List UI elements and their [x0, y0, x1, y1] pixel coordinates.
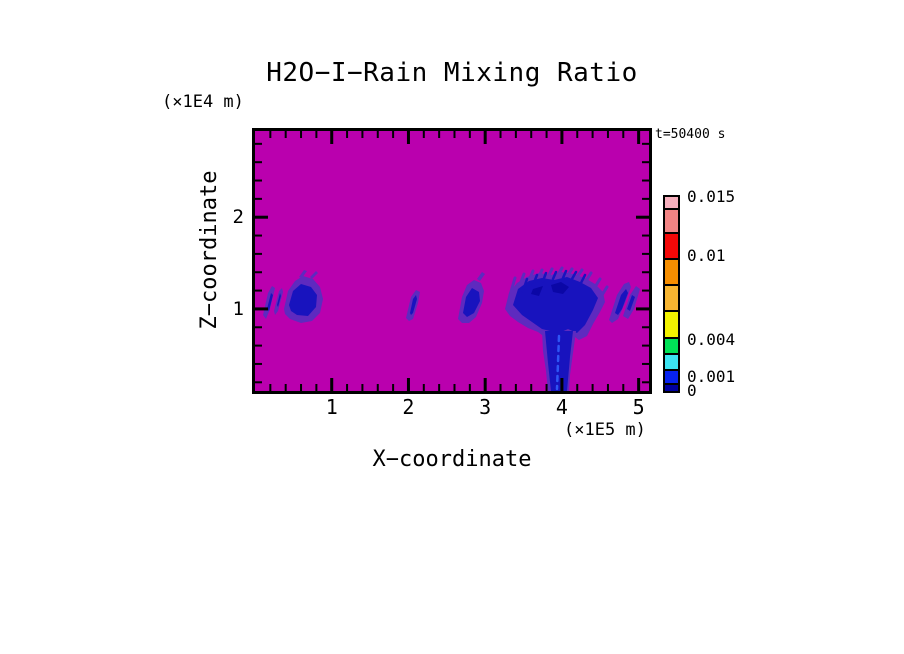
- x-tick-label: 2: [402, 395, 415, 419]
- z-tick-label: 1: [232, 297, 244, 320]
- z-axis-unit-label: (×1E4 m): [162, 92, 244, 112]
- rain-echo-shape: [531, 282, 569, 296]
- colorbar-segment: [663, 258, 680, 286]
- colorbar-label: 0.01: [687, 246, 726, 265]
- colorbar-segment: [663, 208, 680, 234]
- x-axis-unit-label: (×1E5 m): [564, 420, 646, 440]
- x-tick-label: 4: [555, 395, 568, 419]
- rain-echo-shape: [508, 266, 609, 297]
- rain-echo-shape: [463, 288, 480, 317]
- colorbar-segment: [663, 353, 680, 371]
- plot-area: [252, 128, 652, 394]
- colorbar-segment: [663, 369, 680, 385]
- colorbar-segment: [663, 383, 680, 393]
- z-axis-title: Z−coordinate: [197, 170, 222, 330]
- rain-echo-shape: [410, 295, 417, 315]
- x-tick-label: 1: [325, 395, 338, 419]
- colorbar-segment: [663, 195, 680, 210]
- time-annotation: t=50400 s: [655, 127, 726, 142]
- colorbar-segment: [663, 310, 680, 339]
- colorbar-label: 0.004: [687, 330, 736, 349]
- rain-echo-shape: [521, 269, 587, 293]
- colorbar-segment: [663, 284, 680, 312]
- x-axis-title: X−coordinate: [372, 447, 532, 472]
- colorbar-label: 0.001: [687, 367, 736, 386]
- colorbar-segment: [663, 232, 680, 260]
- colorbar-label: 0.015: [687, 187, 736, 206]
- chart-title: H2O−I−Rain Mixing Ratio: [266, 58, 638, 88]
- rain-echo-shape: [609, 282, 640, 323]
- colorbar: [663, 195, 680, 393]
- colorbar-segment: [663, 337, 680, 355]
- rain-echo-shape: [615, 289, 635, 315]
- rain-echo-shape: [267, 293, 281, 311]
- heatmap-canvas: [255, 131, 649, 391]
- z-tick-label: 2: [232, 206, 244, 229]
- rain-echo-shape: [555, 334, 561, 391]
- rain-echo-shape: [289, 284, 317, 316]
- x-tick-label: 5: [632, 395, 645, 419]
- rain-echo-shape: [263, 286, 283, 319]
- x-tick-label: 3: [479, 395, 492, 419]
- colorbar-label: 0: [687, 381, 697, 400]
